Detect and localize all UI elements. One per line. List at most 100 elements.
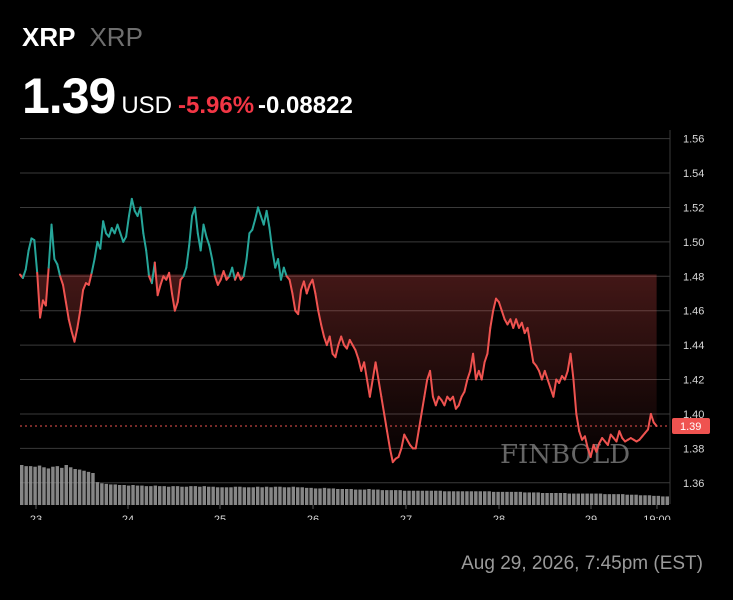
volume-bar bbox=[224, 487, 229, 505]
change-percent: -5.96% bbox=[178, 92, 255, 119]
volume-bar bbox=[184, 486, 189, 505]
volume-bar bbox=[540, 493, 545, 505]
price-segment bbox=[483, 352, 489, 364]
price-segment bbox=[21, 268, 27, 279]
price-segment bbox=[583, 435, 589, 450]
y-axis-ticks: 1.36 1.38 1.40 1.42 1.44 1.46 1.48 1.50 1.52 1.54… bbox=[683, 134, 704, 490]
volume-bar bbox=[380, 490, 385, 505]
volume-bar bbox=[24, 466, 28, 505]
price-segment bbox=[193, 206, 199, 235]
volume-bar bbox=[242, 487, 247, 505]
volume-bar bbox=[438, 490, 442, 505]
price-segment bbox=[497, 301, 503, 312]
volume-bar bbox=[367, 489, 371, 505]
price-segment bbox=[486, 326, 492, 355]
price-segment bbox=[480, 361, 486, 381]
volume-bar bbox=[483, 491, 487, 505]
volume-bar bbox=[416, 490, 420, 505]
y-tick-label: 1.42 bbox=[683, 375, 704, 387]
volume-bar bbox=[563, 493, 567, 505]
volume-bar bbox=[634, 494, 638, 505]
price-segment bbox=[153, 261, 159, 297]
price-segment bbox=[176, 278, 182, 304]
volume-bar bbox=[474, 491, 478, 505]
volume-bar bbox=[117, 485, 122, 505]
volume-bar bbox=[647, 495, 652, 505]
volume-bar bbox=[162, 486, 166, 505]
price-segment bbox=[245, 232, 251, 261]
price-segment bbox=[569, 352, 575, 381]
volume-bar bbox=[603, 494, 607, 505]
price-segment bbox=[39, 299, 44, 319]
price-segment bbox=[127, 197, 133, 218]
volume-bar bbox=[514, 491, 518, 505]
volume-bar bbox=[643, 495, 647, 505]
price-segment bbox=[62, 283, 67, 304]
y-tick-label: 1.40 bbox=[683, 409, 704, 421]
x-tick-label: 29 bbox=[585, 514, 597, 520]
price-segment bbox=[377, 378, 383, 398]
price-segment bbox=[282, 266, 288, 278]
price-segment bbox=[397, 447, 403, 458]
price-segment bbox=[529, 344, 535, 364]
volume-bar bbox=[73, 469, 77, 505]
volume-bar bbox=[425, 490, 429, 505]
volume-bar bbox=[661, 496, 665, 505]
volume-bar bbox=[309, 487, 313, 505]
volume-bar bbox=[607, 494, 612, 505]
price-segment bbox=[305, 283, 311, 295]
volume-bar bbox=[86, 471, 91, 505]
price-segment bbox=[489, 309, 495, 329]
price-segment bbox=[168, 271, 173, 295]
volume-bar bbox=[362, 489, 367, 505]
volume-bar bbox=[385, 490, 389, 505]
volume-bar bbox=[358, 489, 362, 505]
price-segment bbox=[314, 292, 320, 312]
price-segment bbox=[142, 232, 148, 252]
current-price: 1.39 bbox=[22, 68, 116, 124]
volume-bar bbox=[77, 469, 82, 505]
price-segment bbox=[589, 443, 595, 458]
x-tick-label: 19:00 bbox=[643, 514, 671, 520]
volume-bar bbox=[202, 486, 206, 505]
volume-bar bbox=[313, 488, 318, 505]
volume-bar bbox=[64, 465, 68, 505]
price-segment bbox=[265, 209, 271, 230]
volume-bar bbox=[37, 465, 42, 505]
price-segment bbox=[649, 412, 655, 424]
price-segment bbox=[328, 335, 334, 355]
volume-bar bbox=[91, 473, 95, 505]
price-chart[interactable]: 1.36 1.38 1.40 1.42 1.44 1.46 1.48 1.50 1.52 1.54… bbox=[0, 0, 733, 520]
volume-bars bbox=[20, 465, 669, 505]
volume-bar bbox=[247, 487, 251, 505]
price-segment bbox=[205, 235, 211, 247]
volume-bar bbox=[264, 486, 269, 505]
price-segment bbox=[208, 244, 214, 261]
price-segment bbox=[546, 378, 552, 390]
price-line bbox=[19, 197, 658, 464]
volume-bar bbox=[220, 487, 224, 505]
volume-bar bbox=[55, 466, 60, 505]
volume-bar bbox=[531, 492, 536, 505]
volume-bar bbox=[389, 490, 393, 505]
price-segment bbox=[386, 430, 391, 450]
volume-bar bbox=[469, 491, 474, 505]
volume-bar bbox=[420, 490, 425, 505]
volume-bar bbox=[158, 486, 162, 505]
price-segment bbox=[73, 326, 79, 343]
volume-bar bbox=[211, 486, 215, 505]
price-segment bbox=[271, 249, 277, 269]
volume-bar bbox=[300, 487, 304, 505]
price-segment bbox=[606, 433, 612, 446]
price-segment bbox=[443, 395, 449, 407]
price-segment bbox=[87, 271, 93, 286]
price-segment bbox=[64, 301, 70, 321]
price-segment bbox=[36, 271, 42, 319]
price-segment bbox=[236, 271, 242, 281]
volume-bar bbox=[402, 490, 407, 505]
price-segment bbox=[420, 395, 426, 415]
price-segment bbox=[311, 278, 317, 295]
price-segment bbox=[27, 237, 33, 252]
price-segment bbox=[44, 266, 50, 307]
volume-bar bbox=[580, 493, 585, 505]
